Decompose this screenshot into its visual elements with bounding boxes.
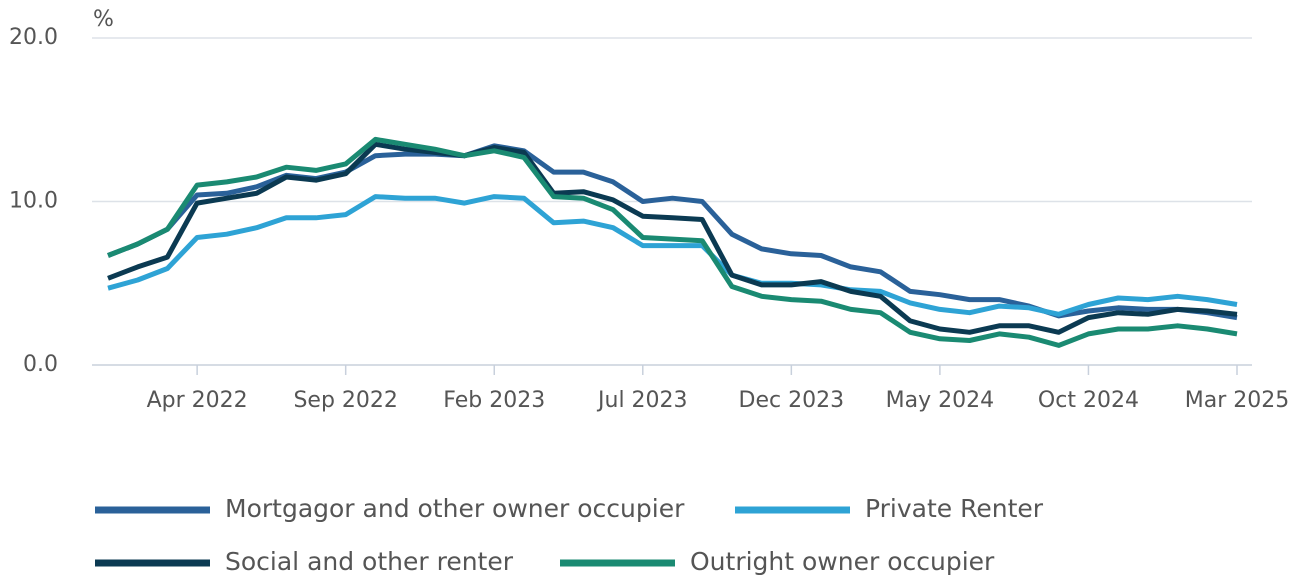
x-tick-label: Feb 2023 (443, 388, 545, 413)
x-tick-label: Jul 2023 (596, 388, 688, 413)
series-line (107, 194, 1238, 317)
series-line (107, 141, 1238, 335)
x-tick-label: Sep 2022 (293, 388, 397, 413)
y-tick-label: 0.0 (23, 352, 58, 377)
x-tick-label: Apr 2022 (147, 388, 248, 413)
y-axis-label: % (93, 7, 114, 32)
y-tick-label: 10.0 (9, 189, 58, 214)
series-line (107, 136, 1238, 348)
x-tick-label: May 2024 (886, 388, 994, 413)
x-tick-label: Oct 2024 (1038, 388, 1139, 413)
legend-label: Private Renter (865, 494, 1044, 523)
y-tick-label: 20.0 (9, 25, 58, 50)
legend-label: Mortgagor and other owner occupier (225, 494, 685, 523)
legend-label: Social and other renter (225, 547, 514, 576)
x-tick-label: Dec 2023 (739, 388, 845, 413)
x-tick-label: Mar 2025 (1185, 388, 1290, 413)
legend-label: Outright owner occupier (690, 547, 995, 576)
